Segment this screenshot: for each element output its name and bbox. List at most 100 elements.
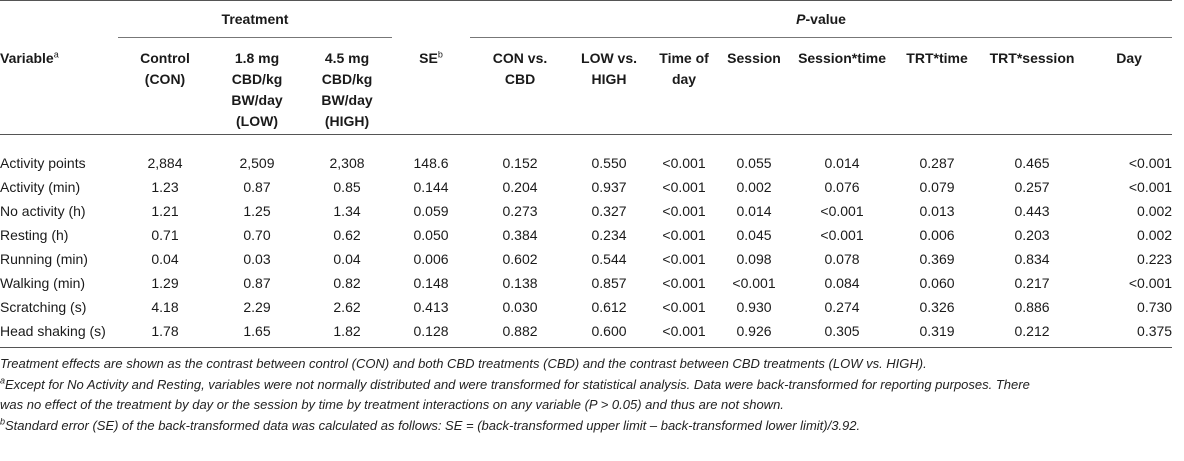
cell-session-time: 0.014	[824, 155, 860, 171]
cell-trt-session: 0.212	[1014, 323, 1050, 339]
cell-variable: Activity (min)	[0, 179, 81, 195]
cell-low: 0.87	[243, 179, 271, 195]
table-footnotes: Treatment effects are shown as the contr…	[0, 354, 1184, 436]
cell-low: 1.25	[243, 203, 271, 219]
cell-con-vs-cbd: 0.602	[502, 251, 538, 267]
cell-time-of-day: <0.001	[662, 155, 706, 171]
cell-trt-time: 0.060	[919, 275, 955, 291]
cell-se: 0.413	[413, 299, 449, 315]
col-low-vs-high: LOW vs. HIGH	[581, 50, 638, 87]
cell-session: 0.014	[736, 203, 772, 219]
col-low: 1.8 mg CBD/kg BW/day (LOW)	[231, 50, 283, 129]
cell-trt-session: 0.886	[1014, 299, 1050, 315]
cell-se: 0.006	[413, 251, 449, 267]
cell-session: 0.002	[736, 179, 772, 195]
cell-high: 0.82	[333, 275, 361, 291]
cell-low-vs-high: 0.937	[591, 179, 627, 195]
cell-session-time: 0.274	[824, 299, 860, 315]
cell-day: 0.375	[1137, 323, 1173, 339]
cell-session-time: 0.078	[824, 251, 860, 267]
cell-session-time: 0.084	[824, 275, 860, 291]
table-row: Scratching (s) 4.18 2.29 2.62 0.413 0.030 0.61…	[0, 295, 1172, 319]
cell-con-vs-cbd: 0.882	[502, 323, 538, 339]
cell-con: 1.29	[151, 275, 179, 291]
cell-low: 0.03	[243, 251, 271, 267]
table-row: Activity points 2,884 2,509 2,308 148.6 0.152…	[0, 135, 1172, 176]
cell-variable: Walking (min)	[0, 275, 86, 291]
cell-trt-time: 0.079	[919, 179, 955, 195]
cell-session-time: <0.001	[820, 203, 864, 219]
cell-day: 0.730	[1137, 299, 1173, 315]
table-row: Head shaking (s) 1.78 1.65 1.82 0.128 0.882 0.…	[0, 319, 1173, 348]
cell-con: 2,884	[147, 155, 183, 171]
cell-trt-session: 0.834	[1014, 251, 1050, 267]
cell-se: 0.144	[413, 179, 449, 195]
col-trt-time: TRT*time	[906, 50, 968, 66]
cell-con: 4.18	[151, 299, 179, 315]
table-row: No activity (h) 1.21 1.25 1.34 0.059 0.273 0.3…	[0, 199, 1172, 223]
group-header-row: Treatment P-value	[0, 0, 1173, 38]
cell-variable: Resting (h)	[0, 227, 69, 243]
cell-se: 0.059	[413, 203, 449, 219]
footnote-b: bStandard error (SE) of the back-transfo…	[0, 416, 861, 433]
cell-low-vs-high: 0.550	[591, 155, 627, 171]
cell-session: 0.926	[736, 323, 772, 339]
cell-day: 0.223	[1137, 251, 1173, 267]
cell-high: 1.82	[333, 323, 361, 339]
footnote-general: Treatment effects are shown as the contr…	[0, 356, 927, 371]
cell-low: 2,509	[239, 155, 275, 171]
col-session: Session	[727, 50, 781, 66]
table-row: Running (min) 0.04 0.03 0.04 0.006 0.602 0.544…	[0, 247, 1172, 271]
cell-high: 0.62	[333, 227, 361, 243]
cell-trt-time: 0.369	[919, 251, 955, 267]
cell-con: 1.23	[151, 179, 179, 195]
cell-session: <0.001	[732, 275, 776, 291]
cell-con-vs-cbd: 0.384	[502, 227, 538, 243]
cell-trt-time: 0.319	[919, 323, 955, 339]
cell-se: 148.6	[413, 155, 449, 171]
cell-low: 0.70	[243, 227, 271, 243]
cell-variable: Running (min)	[0, 251, 88, 267]
cell-low-vs-high: 0.234	[591, 227, 627, 243]
cell-time-of-day: <0.001	[662, 227, 706, 243]
col-se: SEb	[419, 48, 443, 66]
cell-trt-session: 0.443	[1014, 203, 1050, 219]
cell-con: 0.04	[151, 251, 179, 267]
col-variable: Variablea	[0, 48, 59, 66]
cell-time-of-day: <0.001	[662, 323, 706, 339]
cell-trt-time: 0.013	[919, 203, 955, 219]
table-body: Activity points 2,884 2,509 2,308 148.6 0.152…	[0, 135, 1173, 348]
cell-low: 0.87	[243, 275, 271, 291]
cell-session-time: 0.076	[824, 179, 860, 195]
cell-time-of-day: <0.001	[662, 275, 706, 291]
cell-se: 0.050	[413, 227, 449, 243]
cell-high: 2,308	[329, 155, 365, 171]
cell-session: 0.098	[736, 251, 772, 267]
cell-se: 0.148	[413, 275, 449, 291]
cell-trt-time: 0.326	[919, 299, 955, 315]
cell-time-of-day: <0.001	[662, 299, 706, 315]
col-con-vs-cbd: CON vs. CBD	[492, 50, 548, 87]
cell-trt-time: 0.287	[919, 155, 955, 171]
col-day: Day	[1116, 50, 1142, 66]
cell-low: 2.29	[243, 299, 271, 315]
cell-con-vs-cbd: 0.204	[502, 179, 538, 195]
cell-low-vs-high: 0.600	[591, 323, 627, 339]
cell-high: 1.34	[333, 203, 361, 219]
cell-session: 0.055	[736, 155, 772, 171]
cell-trt-session: 0.217	[1014, 275, 1050, 291]
cell-con: 1.21	[151, 203, 179, 219]
cell-variable: Activity points	[0, 155, 86, 171]
footnote-a: aExcept for No Activity and Resting, var…	[0, 375, 1030, 392]
cell-low-vs-high: 0.544	[591, 251, 627, 267]
cell-time-of-day: <0.001	[662, 203, 706, 219]
cell-day: 0.002	[1137, 227, 1173, 243]
cell-session-time: <0.001	[820, 227, 864, 243]
cell-high: 0.04	[333, 251, 361, 267]
col-con: Control (CON)	[140, 50, 190, 87]
table-row: Activity (min) 1.23 0.87 0.85 0.144 0.204 0.93…	[0, 175, 1172, 199]
cell-con-vs-cbd: 0.138	[502, 275, 538, 291]
cell-variable: Head shaking (s)	[0, 323, 106, 339]
col-session-time: Session*time	[798, 50, 886, 66]
